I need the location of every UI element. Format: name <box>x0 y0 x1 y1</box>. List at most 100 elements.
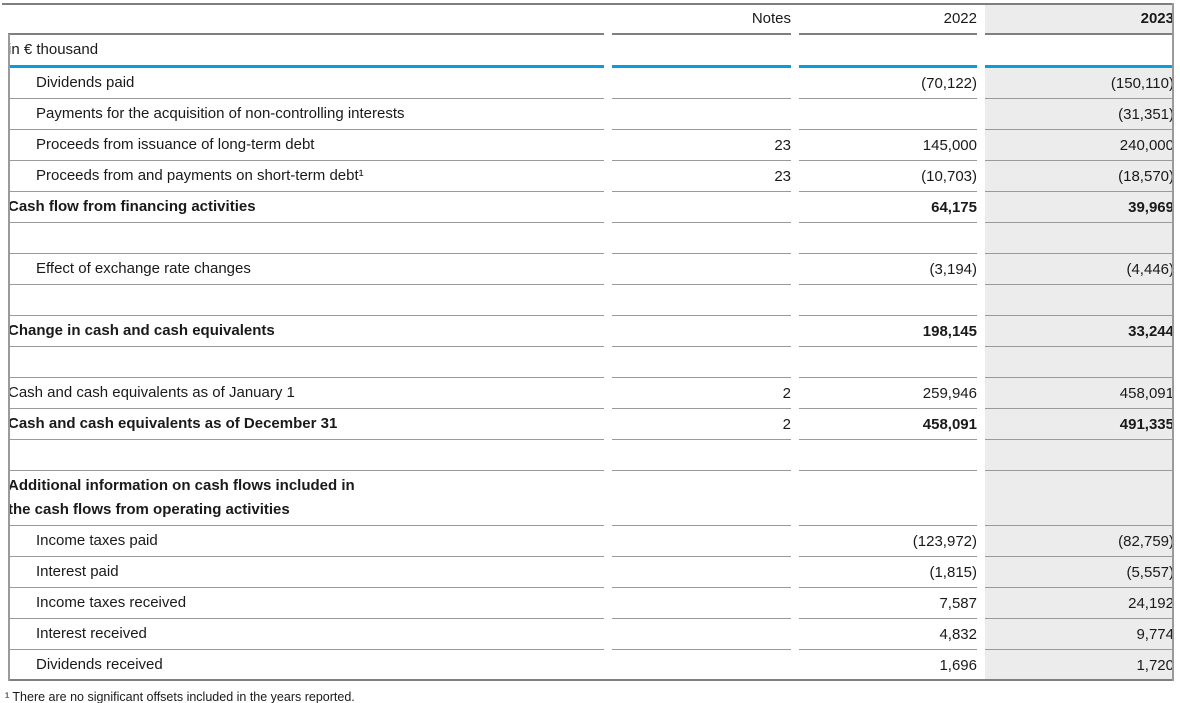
value-2022 <box>799 439 977 471</box>
row-label: Additional information on cash flows inc… <box>8 470 604 526</box>
notes-cell: 23 <box>612 129 791 161</box>
value-2023: 491,335 <box>985 408 1174 440</box>
column-gap <box>791 191 799 223</box>
col-header-2022: 2022 <box>799 3 977 35</box>
notes-cell: 23 <box>612 160 791 192</box>
column-gap <box>977 315 985 347</box>
notes-cell <box>612 618 791 650</box>
value-2022: (123,972) <box>799 525 977 557</box>
spacer-row <box>8 439 1174 471</box>
row-label <box>8 284 604 316</box>
notes-cell <box>612 191 791 223</box>
value-2023 <box>985 470 1174 526</box>
header-row: Notes 2022 2023 <box>8 3 1174 35</box>
unit-row: in € thousand <box>8 34 1174 68</box>
header-label-cell <box>8 3 604 35</box>
unit-2022-cell <box>799 34 977 68</box>
column-gap <box>977 618 985 650</box>
notes-cell <box>612 253 791 285</box>
column-gap <box>791 439 799 471</box>
notes-cell <box>612 470 791 526</box>
value-2023: 240,000 <box>985 129 1174 161</box>
column-gap <box>791 346 799 378</box>
column-gap <box>604 34 612 67</box>
column-gap <box>604 587 612 619</box>
column-gap <box>604 98 612 130</box>
col-header-notes: Notes <box>612 3 791 35</box>
table-row: Payments for the acquisition of non-cont… <box>8 98 1174 130</box>
column-gap <box>604 649 612 681</box>
row-label: Cash and cash equivalents as of December… <box>8 408 604 440</box>
spacer-row <box>8 346 1174 378</box>
row-label: Payments for the acquisition of non-cont… <box>8 98 604 130</box>
column-gap <box>791 160 799 192</box>
value-2023 <box>985 439 1174 471</box>
column-gap <box>977 408 985 440</box>
column-gap <box>977 66 985 99</box>
column-gap <box>977 587 985 619</box>
column-gap <box>977 253 985 285</box>
row-label: Effect of exchange rate changes <box>8 253 604 285</box>
column-gap <box>977 377 985 409</box>
notes-cell: 2 <box>612 377 791 409</box>
column-gap <box>977 284 985 316</box>
column-gap <box>791 34 799 67</box>
value-2022 <box>799 98 977 130</box>
value-2022 <box>799 470 977 526</box>
notes-cell <box>612 439 791 471</box>
value-2023: (4,446) <box>985 253 1174 285</box>
column-gap <box>604 408 612 440</box>
table-row: Interest paid (1,815) (5,557) <box>8 556 1174 588</box>
column-gap <box>977 160 985 192</box>
table-row: Cash and cash equivalents as of December… <box>8 408 1174 440</box>
column-gap <box>977 34 985 67</box>
value-2022: (3,194) <box>799 253 977 285</box>
value-2023 <box>985 222 1174 254</box>
value-2023: 33,244 <box>985 315 1174 347</box>
spacer-row <box>8 284 1174 316</box>
column-gap <box>977 649 985 681</box>
value-2022 <box>799 222 977 254</box>
column-gap <box>977 98 985 130</box>
row-label: Dividends received <box>8 649 604 681</box>
column-gap <box>604 377 612 409</box>
column-gap <box>977 191 985 223</box>
col-header-2023: 2023 <box>985 3 1174 35</box>
column-gap <box>604 129 612 161</box>
row-label: Change in cash and cash equivalents <box>8 315 604 347</box>
value-2023 <box>985 284 1174 316</box>
column-gap <box>977 470 985 526</box>
column-gap <box>791 284 799 316</box>
table-row: Income taxes received 7,587 24,192 <box>8 587 1174 619</box>
row-label: Cash flow from financing activities <box>8 191 604 223</box>
row-label: Income taxes received <box>8 587 604 619</box>
value-2023: 1,720 <box>985 649 1174 681</box>
column-gap <box>791 222 799 254</box>
value-2023 <box>985 346 1174 378</box>
value-2022: 198,145 <box>799 315 977 347</box>
column-gap <box>977 129 985 161</box>
value-2022 <box>799 346 977 378</box>
column-gap <box>791 253 799 285</box>
column-gap <box>604 315 612 347</box>
column-gap <box>791 408 799 440</box>
notes-cell <box>612 315 791 347</box>
table-row: Dividends paid (70,122) (150,110) <box>8 66 1174 99</box>
table-row: Cash flow from financing activities 64,17… <box>8 191 1174 223</box>
spacer-row <box>8 222 1174 254</box>
value-2022: 4,832 <box>799 618 977 650</box>
table-row: Income taxes paid (123,972) (82,759) <box>8 525 1174 557</box>
notes-cell <box>612 98 791 130</box>
value-2023: 458,091 <box>985 377 1174 409</box>
row-label: Income taxes paid <box>8 525 604 557</box>
table-row: Proceeds from and payments on short-term… <box>8 160 1174 192</box>
column-gap <box>791 3 799 34</box>
column-gap <box>604 439 612 471</box>
column-gap <box>604 253 612 285</box>
value-2023: (5,557) <box>985 556 1174 588</box>
row-label: Dividends paid <box>8 66 604 99</box>
unit-notes-cell <box>612 34 791 68</box>
column-gap <box>791 377 799 409</box>
row-label: Interest received <box>8 618 604 650</box>
column-gap <box>977 556 985 588</box>
